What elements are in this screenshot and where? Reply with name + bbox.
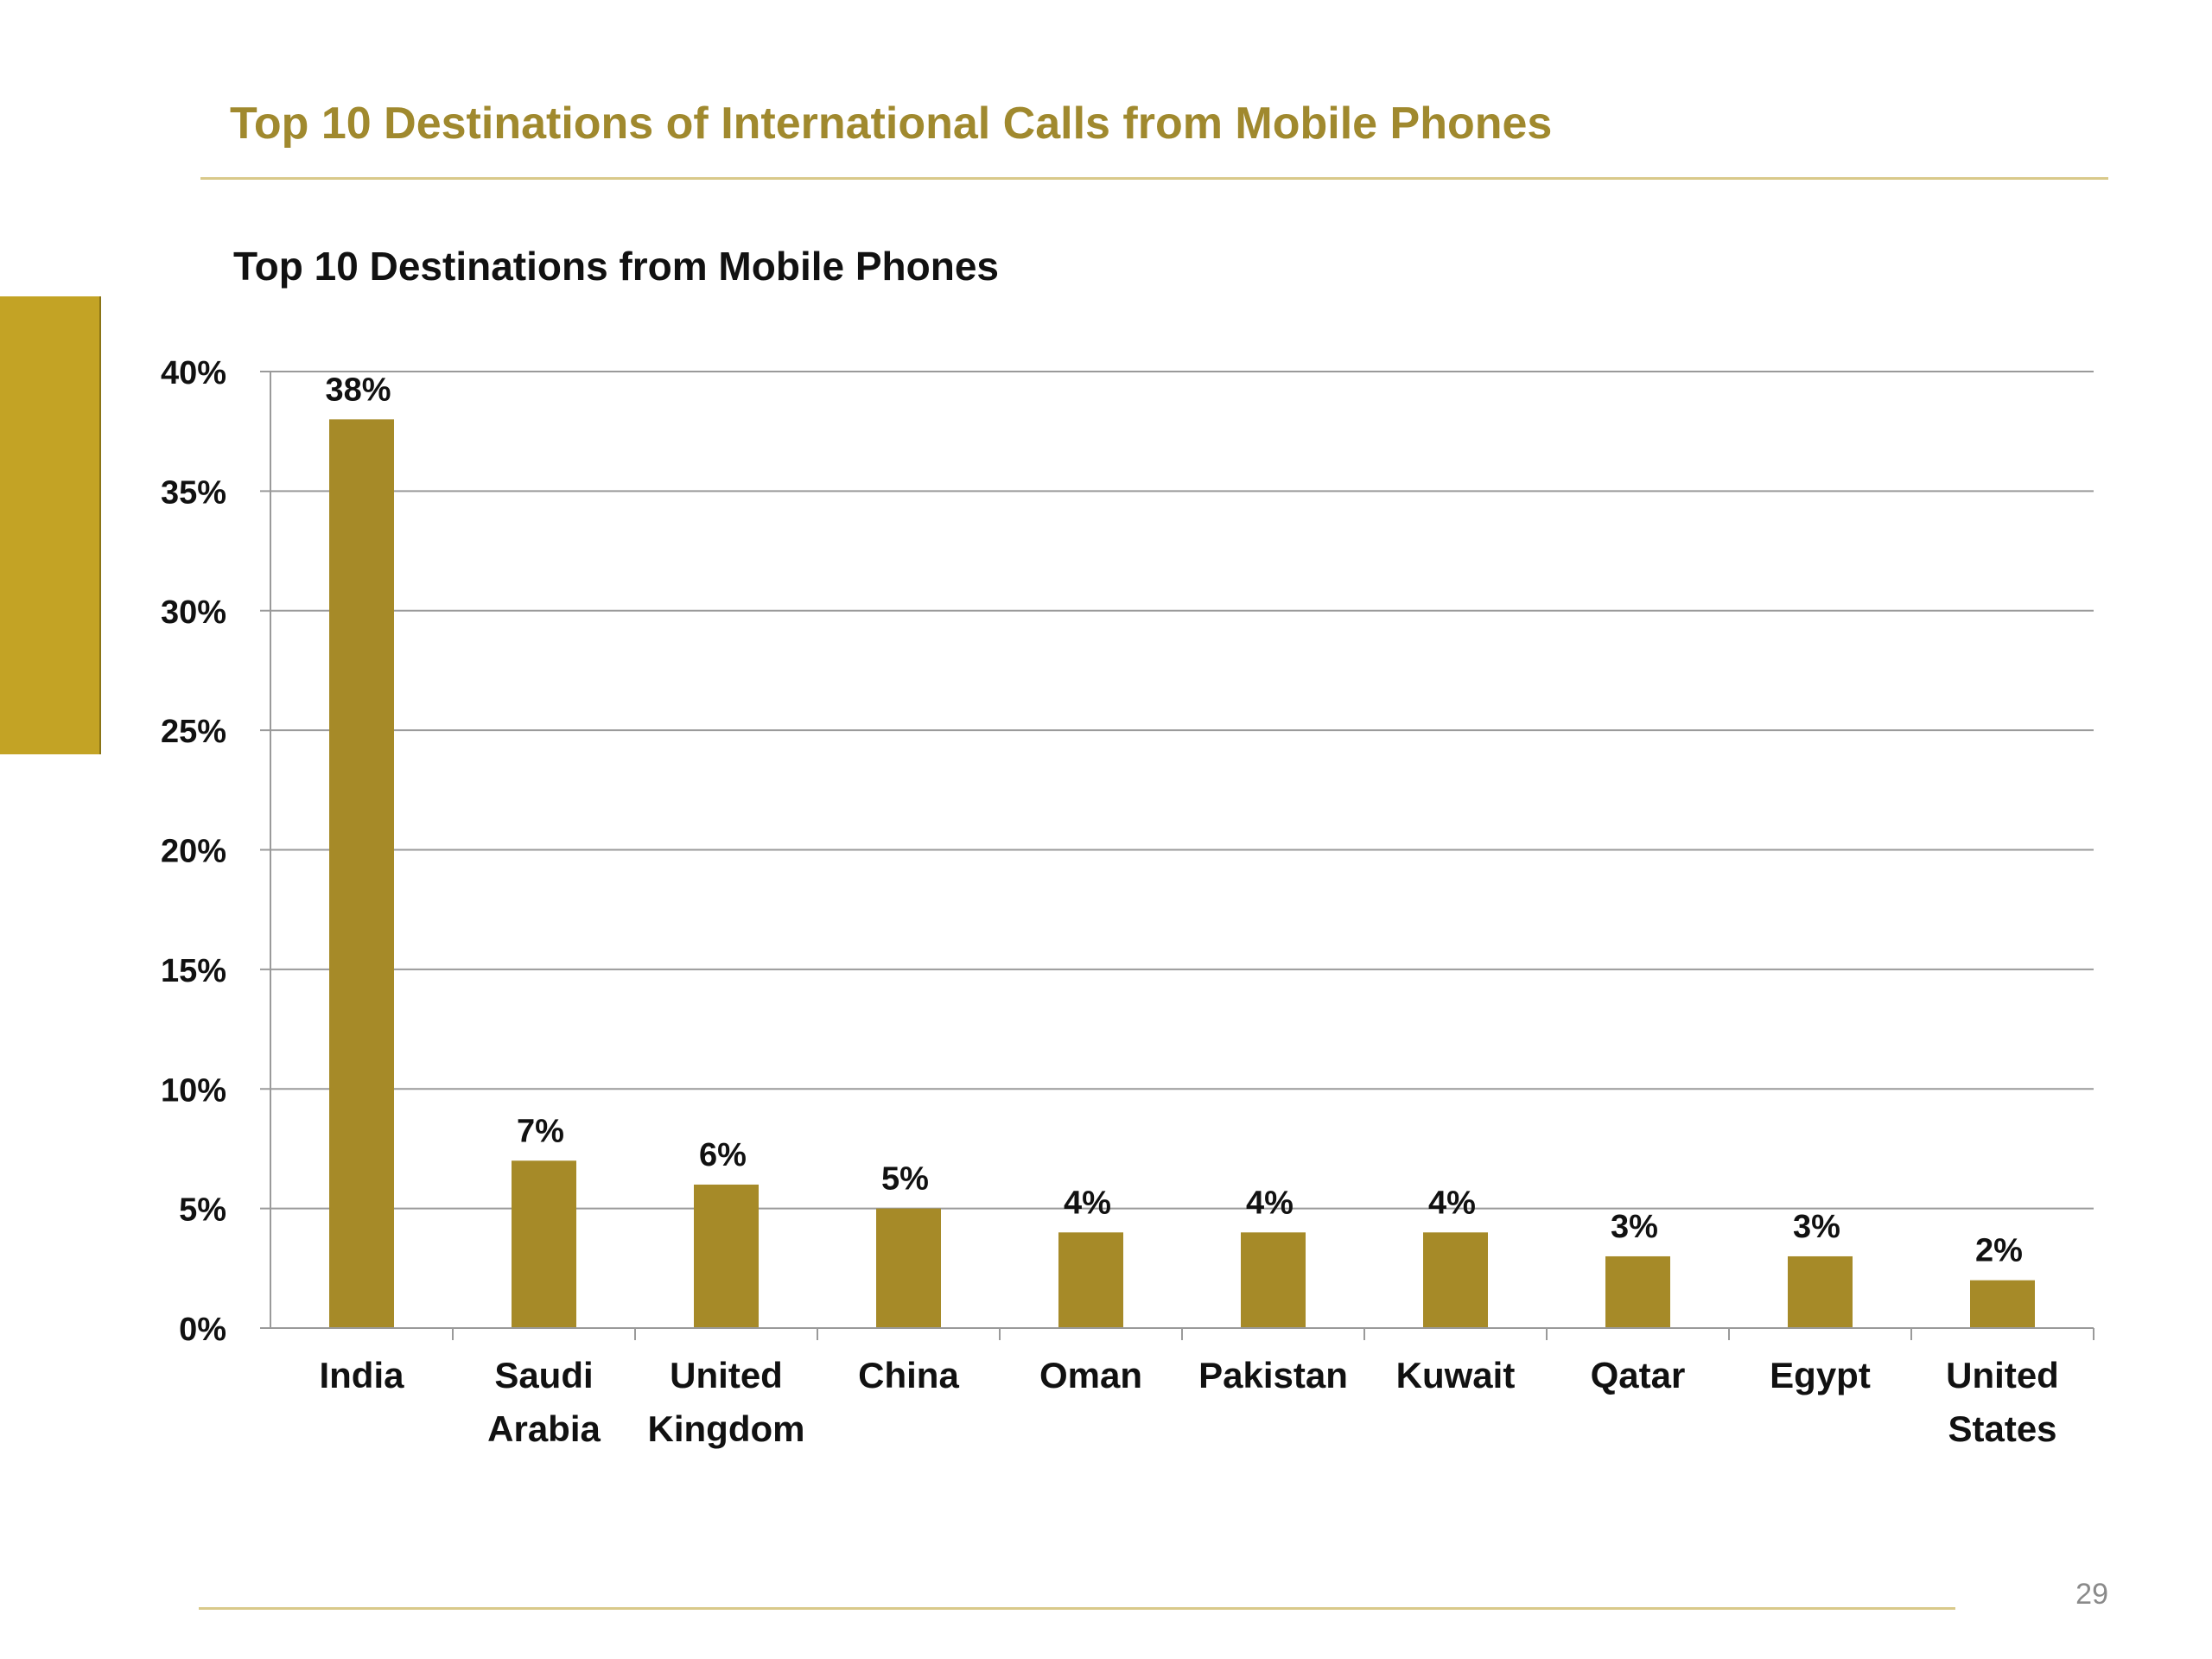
bar [1241, 1232, 1306, 1328]
x-tick-label: Oman [1039, 1355, 1142, 1395]
x-axis: India Saudi Arabia United Kingdom China Oman Pa… [270, 1327, 2094, 1449]
x-tick-label: Pakistan [1198, 1355, 1348, 1395]
x-tick-label: Saudi Arabia [487, 1355, 601, 1449]
data-label: 38% [325, 372, 391, 408]
data-label: 4% [1064, 1185, 1111, 1221]
x-tick-label: India [319, 1355, 404, 1395]
chart-title: Top 10 Destinations from Mobile Phones [233, 244, 999, 289]
x-tick-label: China [858, 1355, 959, 1395]
bar [512, 1160, 576, 1328]
bar [329, 419, 394, 1329]
y-tick-label: 10% [161, 1072, 226, 1109]
y-tick-label: 40% [161, 355, 226, 391]
data-label: 4% [1246, 1185, 1294, 1221]
accent-block [0, 296, 101, 754]
bar [694, 1184, 759, 1328]
bar [1970, 1280, 2035, 1328]
y-tick-label: 35% [161, 474, 226, 511]
bar [1788, 1255, 1853, 1328]
bar [1058, 1232, 1123, 1328]
x-tick-label: Kuwait [1396, 1355, 1516, 1395]
x-tick-label: United States [1946, 1355, 2059, 1449]
gridlines [270, 371, 2094, 1210]
data-labels: 38% 7% 6% 5% 4% 4% 4% 3% 3% 2% [325, 372, 2022, 1268]
footer-rule [199, 1607, 1955, 1610]
page-number: 29 [2075, 1578, 2108, 1611]
y-tick-label: 30% [161, 594, 226, 631]
title-underline [200, 177, 2108, 180]
y-tick-label: 0% [179, 1312, 226, 1348]
data-label: 7% [517, 1113, 564, 1149]
y-tick-label: 5% [179, 1192, 226, 1229]
y-tick-label: 15% [161, 953, 226, 989]
y-tick-label: 25% [161, 714, 226, 750]
data-label: 2% [1975, 1233, 2023, 1269]
bar [876, 1208, 941, 1328]
data-label: 6% [699, 1137, 747, 1173]
y-tick-label: 20% [161, 834, 226, 870]
x-tick-label: Qatar [1591, 1355, 1686, 1395]
x-tick-label: United Kingdom [648, 1355, 805, 1449]
data-label: 3% [1611, 1209, 1658, 1245]
bar [1423, 1232, 1488, 1328]
data-label: 4% [1428, 1185, 1476, 1221]
slide-title: Top 10 Destinations of International Cal… [230, 99, 1553, 149]
bar [1605, 1255, 1670, 1328]
y-axis: 0% 5% 10% 15% 20% 25% 30% 35% 40% [161, 355, 271, 1348]
data-label: 3% [1793, 1209, 1840, 1245]
x-tick-label: Egypt [1770, 1355, 1871, 1395]
bars [329, 419, 2035, 1329]
data-label: 5% [881, 1161, 929, 1198]
